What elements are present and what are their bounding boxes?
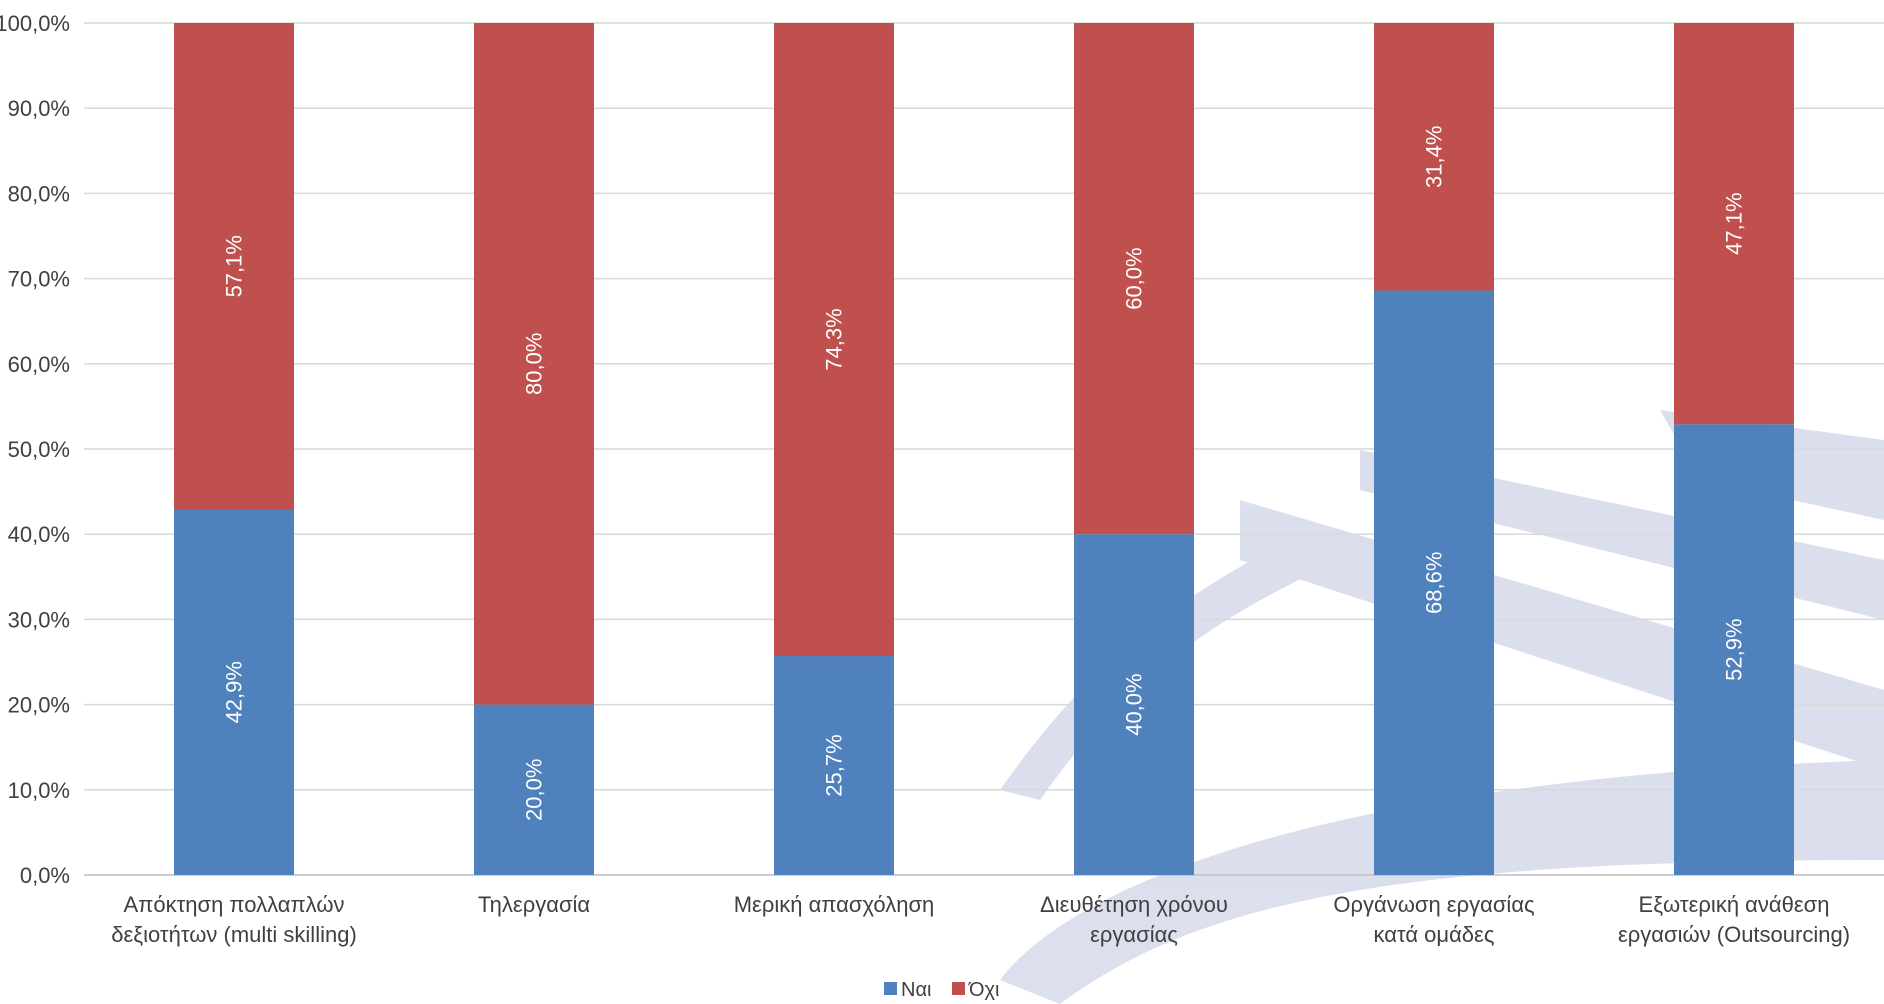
bar-segment bbox=[1374, 23, 1494, 291]
bar-segment bbox=[474, 704, 594, 875]
x-category-label: Εξωτερική ανάθεση bbox=[1639, 892, 1830, 917]
x-category-label: Μερική απασχόληση bbox=[734, 892, 935, 917]
bar-segment bbox=[174, 23, 294, 510]
y-tick-label: 90,0% bbox=[8, 96, 70, 121]
data-label: 42,9% bbox=[222, 661, 247, 723]
data-label: 60,0% bbox=[1122, 247, 1147, 309]
x-category-label: εργασίας bbox=[1090, 922, 1178, 947]
y-tick-label: 100,0% bbox=[0, 11, 70, 36]
y-tick-label: 80,0% bbox=[8, 181, 70, 206]
data-label: 20,0% bbox=[522, 759, 547, 821]
x-category-label: Διευθέτηση χρόνου bbox=[1040, 892, 1228, 917]
bar-segment bbox=[1374, 290, 1494, 875]
legend-label: Όχι bbox=[968, 979, 999, 1001]
x-axis-categories: Απόκτηση πολλαπλών δεξιοτήτων (multi skil… bbox=[111, 892, 1850, 947]
bar-segment bbox=[1074, 534, 1194, 875]
data-label: 68,6% bbox=[1422, 552, 1447, 614]
data-label: 57,1% bbox=[222, 235, 247, 297]
bar-segment bbox=[1074, 23, 1194, 535]
bar-segment bbox=[474, 23, 594, 705]
x-category-label: Οργάνωση εργασίας bbox=[1333, 892, 1534, 917]
y-tick-label: 10,0% bbox=[8, 778, 70, 803]
bar-segment bbox=[174, 509, 294, 875]
bar-segment bbox=[774, 656, 894, 875]
legend: Ναι Όχι bbox=[884, 979, 999, 1001]
x-category-label: δεξιοτήτων (multi skilling) bbox=[111, 922, 357, 947]
legend-swatch bbox=[884, 982, 897, 995]
y-axis-ticks: 0,0% 10,0% 20,0% 30,0% 40,0% 50,0% 60,0% 70,0% 8… bbox=[0, 11, 70, 888]
y-tick-label: 70,0% bbox=[8, 267, 70, 292]
data-label: 52,9% bbox=[1722, 618, 1747, 680]
bar-segment bbox=[1674, 23, 1794, 425]
y-tick-label: 0,0% bbox=[20, 863, 70, 888]
gridlines bbox=[84, 22, 1884, 876]
x-category-label: Απόκτηση πολλαπλών bbox=[123, 892, 344, 917]
bar-segment bbox=[774, 23, 894, 657]
y-tick-label: 60,0% bbox=[8, 352, 70, 377]
y-tick-label: 40,0% bbox=[8, 522, 70, 547]
x-category-label: κατά ομάδες bbox=[1374, 922, 1495, 947]
y-tick-label: 30,0% bbox=[8, 607, 70, 632]
y-tick-label: 50,0% bbox=[8, 437, 70, 462]
bars: 42,9% 57,1% 20,0% 80,0% 25,7% 74,3% 40,0% 60,0%… bbox=[174, 23, 1794, 875]
x-category-label: εργασιών (Outsourcing) bbox=[1618, 922, 1850, 947]
legend-swatch bbox=[952, 982, 965, 995]
data-label: 31,4% bbox=[1422, 126, 1447, 188]
bar-segment bbox=[1674, 424, 1794, 875]
data-label: 25,7% bbox=[822, 734, 847, 796]
data-label: 40,0% bbox=[1122, 673, 1147, 735]
y-tick-label: 20,0% bbox=[8, 693, 70, 718]
legend-label: Ναι bbox=[901, 979, 931, 1001]
x-category-label: Τηλεργασία bbox=[478, 892, 591, 917]
data-label: 47,1% bbox=[1722, 192, 1747, 254]
data-label: 74,3% bbox=[822, 308, 847, 370]
data-label: 80,0% bbox=[522, 333, 547, 395]
